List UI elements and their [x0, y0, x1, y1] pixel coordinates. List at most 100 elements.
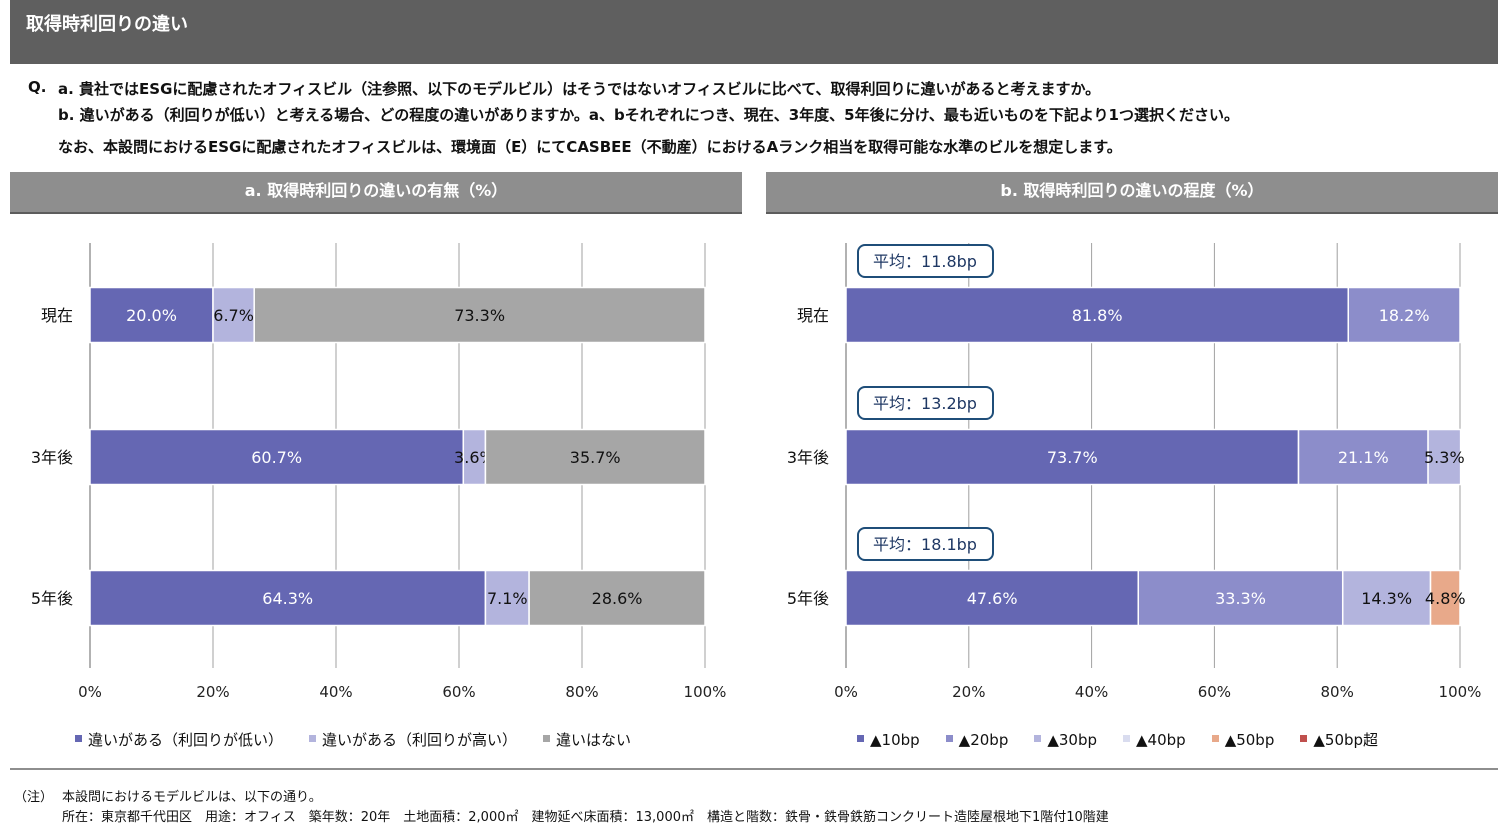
- chart-b-average-label: 平均：18.1bp: [873, 535, 977, 554]
- chart-b-bar: [1427, 428, 1462, 486]
- chart-a-bar: [212, 286, 255, 344]
- chart-b-data-label: 81.8%: [1072, 306, 1123, 325]
- chart-a-legend-item: 違いはない: [543, 729, 631, 750]
- chart-b-legend-swatch: [1211, 735, 1219, 742]
- chart-b-legend: ▲10bp ▲20bp ▲30bp ▲40bp ▲50bp ▲50bp超: [857, 729, 1404, 750]
- chart-a-legend-text: 違いがある（利回りが高い）: [322, 731, 518, 749]
- chart-a-data-label: 35.7%: [570, 448, 621, 467]
- chart-b-data-label: 5.3%: [1424, 448, 1465, 467]
- chart-a-tick-label: 0%: [78, 683, 102, 701]
- chart-b-data-label: 14.3%: [1361, 589, 1412, 608]
- chart-a-data-label: 6.7%: [213, 306, 254, 325]
- chart-a-data-label: 60.7%: [251, 448, 302, 467]
- chart-a-category-label: 現在: [41, 306, 73, 325]
- chart-a-legend-swatch: [543, 735, 551, 742]
- chart-b-legend-item: ▲10bp: [857, 731, 920, 749]
- chart-b-category-label: 現在: [797, 306, 829, 325]
- chart-a: 0% 20% 40% 60% 80% 100% 現在 3年後 5年後 20.0% 6.7% 73.3%…: [31, 243, 727, 701]
- chart-b-legend-item: ▲40bp: [1123, 731, 1186, 749]
- chart-b-average-box: [857, 244, 994, 278]
- chart-b-legend-swatch: [945, 735, 953, 742]
- chart-a-bar: [89, 286, 214, 344]
- chart-a-title: a. 取得時利回りの違いの有無（%）: [10, 172, 742, 214]
- divider: [10, 768, 1498, 770]
- chart-b-legend-text: ▲20bp: [958, 731, 1009, 749]
- chart-a-data-label: 28.6%: [592, 589, 643, 608]
- chart-b-bar: [1341, 569, 1432, 627]
- chart-a-legend-text: 違いがある（利回りが低い）: [88, 731, 284, 749]
- chart-b-average-label: 平均：13.2bp: [873, 394, 977, 413]
- chart-a-tick-label: 60%: [442, 683, 475, 701]
- chart-a-bar: [89, 569, 487, 627]
- chart-b-legend-item: ▲50bp: [1211, 731, 1275, 749]
- chart-a-category-label: 3年後: [31, 448, 73, 467]
- chart-a-data-label: 20.0%: [126, 306, 177, 325]
- chart-b-average-box: [857, 386, 994, 420]
- chart-b-legend-swatch: [1123, 735, 1131, 742]
- chart-b-data-label: 18.2%: [1379, 306, 1430, 325]
- chart-a-tick-label: 80%: [565, 683, 598, 701]
- chart-b-data-label: 21.1%: [1338, 448, 1389, 467]
- note-label: （注）: [14, 790, 54, 805]
- chart-b-category-label: 5年後: [787, 589, 829, 608]
- chart-b-tick-label: 100%: [1439, 683, 1482, 701]
- question-line-a: a. 貴社ではESGに配慮されたオフィスビル（注参照、以下のモデルビル）はそうで…: [58, 80, 1101, 98]
- chart-b-bar: [1137, 569, 1344, 627]
- chart-b-bar: [845, 569, 1140, 627]
- chart-a-bar: [484, 428, 706, 486]
- chart-b-tick-label: 0%: [834, 683, 858, 701]
- note-line-1: 本設問におけるモデルビルは、以下の通り。: [62, 790, 322, 805]
- chart-b-bar: [845, 428, 1300, 486]
- chart-b-legend-swatch: [857, 735, 864, 742]
- chart-b-category-label: 3年後: [787, 448, 829, 467]
- chart-b-legend-text: ▲30bp: [1047, 731, 1098, 749]
- chart-b-legend-text: ▲50bp: [1224, 731, 1275, 749]
- chart-b-tick-label: 40%: [1075, 683, 1108, 701]
- chart-a-legend-item: 違いがある（利回りが低い）: [75, 729, 283, 750]
- header-banner: 取得時利回りの違い: [10, 0, 1498, 64]
- chart-b-legend-item: ▲30bp: [1034, 731, 1097, 749]
- chart-b-tick-label: 20%: [952, 683, 985, 701]
- chart-a-data-label: 3.6%: [454, 448, 495, 467]
- chart-b-bar: [1347, 286, 1461, 344]
- chart-a-bar: [528, 569, 706, 627]
- chart-b-legend-text: ▲10bp: [870, 731, 920, 749]
- chart-a-legend-item: 違いがある（利回りが高い）: [309, 729, 517, 750]
- page-title: 取得時利回りの違い: [26, 14, 188, 35]
- question-line-b: b. 違いがある（利回りが低い）と考える場合、どの程度の違いがありますか。a、b…: [58, 106, 1239, 124]
- chart-b-data-label: 4.8%: [1425, 589, 1466, 608]
- chart-b-data-label: 73.7%: [1047, 448, 1098, 467]
- chart-a-legend-swatch: [309, 735, 317, 742]
- chart-b-legend-text: ▲50bp超: [1313, 731, 1379, 749]
- chart-a-legend-swatch: [75, 735, 82, 742]
- chart-a-data-label: 7.1%: [487, 589, 528, 608]
- chart-a-data-label: 64.3%: [262, 589, 313, 608]
- chart-b-data-label: 47.6%: [967, 589, 1018, 608]
- chart-a-tick-label: 20%: [196, 683, 229, 701]
- chart-b-legend-text: ▲40bp: [1136, 731, 1186, 749]
- question-line-c: なお、本設問におけるESGに配慮されたオフィスビルは、環境面（E）にてCASBE…: [58, 138, 1122, 156]
- chart-b-tick-label: 80%: [1321, 683, 1354, 701]
- chart-a-bar: [253, 286, 706, 344]
- chart-b: 0% 20% 40% 60% 80% 100% 現在 3年後 5年後 81.8% 18.2% 73.7…: [787, 243, 1482, 701]
- chart-a-legend-text: 違いはない: [556, 731, 632, 749]
- chart-b-bar: [845, 286, 1350, 344]
- chart-b-title: b. 取得時利回りの違いの程度（%）: [766, 172, 1498, 214]
- chart-a-bar: [484, 569, 530, 627]
- chart-a-tick-label: 100%: [684, 683, 727, 701]
- chart-b-legend-item: ▲50bp超: [1300, 729, 1378, 750]
- chart-b-legend-swatch: [1300, 735, 1308, 742]
- chart-b-average-box: [857, 527, 994, 561]
- chart-b-tick-label: 60%: [1198, 683, 1231, 701]
- chart-b-bar: [1297, 428, 1429, 486]
- chart-a-bar: [89, 428, 465, 486]
- chart-b-bar: [1429, 569, 1461, 627]
- question-prefix: Q.: [28, 78, 47, 96]
- chart-a-category-label: 5年後: [31, 589, 73, 608]
- note-line-2: 所在：東京都千代田区 用途：オフィス 築年数：20年 土地面積：2,000㎡ 建…: [62, 810, 1109, 825]
- chart-b-data-label: 33.3%: [1215, 589, 1266, 608]
- chart-b-legend-item: ▲20bp: [945, 731, 1009, 749]
- chart-b-legend-swatch: [1034, 735, 1042, 742]
- chart-a-data-label: 73.3%: [454, 306, 505, 325]
- chart-b-average-label: 平均：11.8bp: [873, 252, 977, 271]
